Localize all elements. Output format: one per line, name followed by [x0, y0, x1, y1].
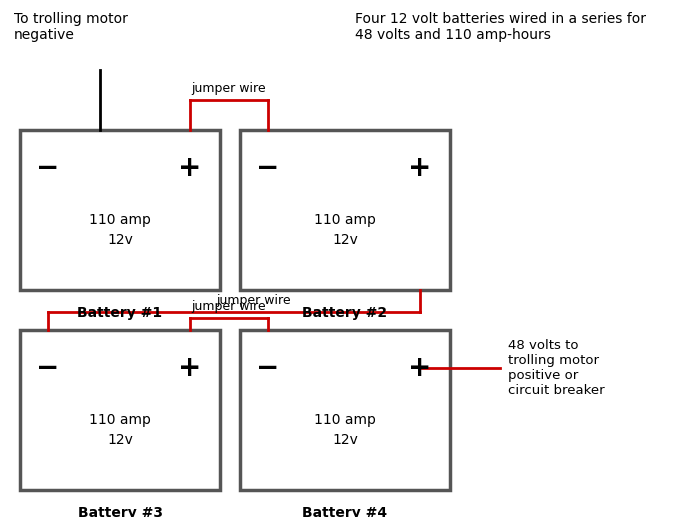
Bar — [20, 330, 220, 490]
Text: To trolling motor
negative: To trolling motor negative — [14, 12, 128, 42]
Text: Battery #2: Battery #2 — [302, 306, 388, 320]
Text: +: + — [178, 354, 201, 382]
Text: Battery #4: Battery #4 — [302, 506, 388, 517]
Text: jumper wire: jumper wire — [217, 294, 291, 307]
Text: −: − — [37, 354, 59, 382]
Text: −: − — [257, 354, 279, 382]
Bar — [240, 330, 450, 490]
Text: 12v: 12v — [332, 433, 358, 447]
Text: 48 volts to
trolling motor
positive or
circuit breaker: 48 volts to trolling motor positive or c… — [508, 339, 604, 397]
Text: 110 amp: 110 amp — [314, 413, 376, 427]
Text: +: + — [408, 354, 432, 382]
Text: 12v: 12v — [107, 433, 133, 447]
Text: −: − — [37, 154, 59, 182]
Text: jumper wire: jumper wire — [192, 300, 266, 313]
Bar — [20, 130, 220, 290]
Text: 110 amp: 110 amp — [89, 413, 151, 427]
Text: 12v: 12v — [107, 233, 133, 247]
Text: 12v: 12v — [332, 233, 358, 247]
Text: −: − — [257, 154, 279, 182]
Text: +: + — [178, 154, 201, 182]
Text: jumper wire: jumper wire — [192, 82, 266, 95]
Text: 110 amp: 110 amp — [314, 213, 376, 227]
Text: Battery #3: Battery #3 — [77, 506, 163, 517]
Text: +: + — [408, 154, 432, 182]
Text: Four 12 volt batteries wired in a series for
48 volts and 110 amp-hours: Four 12 volt batteries wired in a series… — [355, 12, 646, 42]
Bar — [240, 130, 450, 290]
Text: Battery #1: Battery #1 — [77, 306, 163, 320]
Text: 110 amp: 110 amp — [89, 213, 151, 227]
